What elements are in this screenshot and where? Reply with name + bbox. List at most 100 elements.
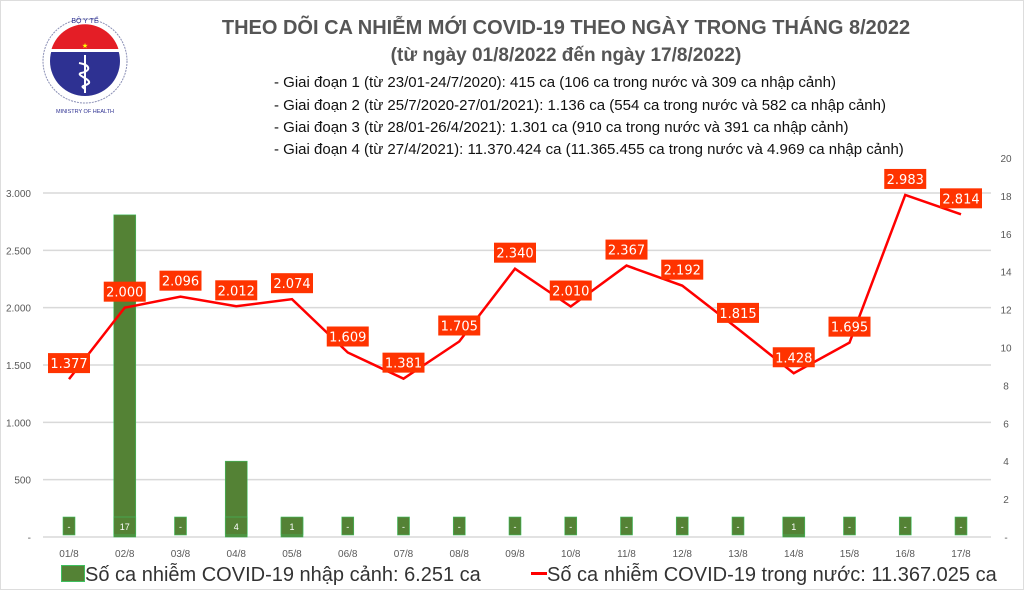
bar-label-box — [508, 516, 522, 536]
line-label: 2.000 — [106, 286, 143, 301]
svg-text:MINISTRY OF HEALTH: MINISTRY OF HEALTH — [56, 109, 114, 115]
x-axis-tick: 17/8 — [951, 549, 971, 560]
right-axis-tick: 4 — [1003, 457, 1009, 468]
line-label: 2.983 — [887, 173, 924, 188]
line-label-box — [605, 239, 648, 260]
bar-label-box — [397, 516, 410, 536]
bar-label: 1 — [791, 522, 796, 532]
left-axis-tick: 500 — [14, 476, 31, 487]
legend-line-label: Số ca nhiễm COVID-19 trong nước: 11.367.… — [547, 564, 997, 586]
x-axis-tick: 16/8 — [896, 549, 916, 560]
legend-bar: Số ca nhiễm COVID-19 nhập cảnh: 6.251 ca — [61, 564, 481, 587]
svg-text:★: ★ — [82, 42, 88, 50]
line-label: 1.428 — [775, 351, 812, 366]
x-axis-tick: 12/8 — [673, 549, 693, 560]
line-label-box — [382, 352, 425, 373]
legend-line: Số ca nhiễm COVID-19 trong nước: 11.367.… — [531, 564, 997, 587]
line-series — [68, 193, 962, 381]
bar-label-box — [174, 516, 187, 536]
x-axis-tick: 11/8 — [617, 549, 636, 560]
right-axis-tick: 12 — [1000, 306, 1012, 317]
line-label-box — [940, 188, 982, 209]
bar-label-box — [564, 516, 578, 536]
bar-label: - — [458, 522, 461, 532]
left-axis-tick: - — [28, 533, 31, 544]
line-label-box — [717, 302, 759, 323]
line-label-box — [549, 280, 592, 301]
x-axis-tick: 05/8 — [282, 549, 302, 560]
right-axis-tick: - — [1004, 533, 1007, 544]
bar-label: - — [68, 522, 71, 532]
line-label-box — [159, 270, 202, 291]
left-axis-tick: 3.000 — [6, 189, 31, 200]
x-axis-tick: 08/8 — [450, 549, 470, 560]
line-label: 1.377 — [50, 357, 87, 372]
right-axis-tick: 14 — [1000, 268, 1012, 279]
x-axis-tick: 09/8 — [505, 549, 525, 560]
right-axis-tick: 10 — [1000, 344, 1012, 355]
right-axis-tick: 8 — [1003, 381, 1009, 392]
bar-label: 4 — [234, 522, 239, 532]
line-label-box — [326, 326, 369, 347]
chart-title: THEO DÕI CA NHIỄM MỚI COVID-19 THEO NGÀY… — [221, 17, 911, 39]
x-axis-tick: 01/8 — [59, 549, 79, 560]
right-axis-tick: 16 — [1000, 230, 1012, 241]
line-label-box — [215, 280, 258, 301]
chart-subtitle: (từ ngày 01/8/2022 đến ngày 17/8/2022) — [390, 45, 742, 66]
left-axis-tick: 1.500 — [6, 361, 31, 372]
ministry-logo: ★ BỘ Y TẾ MINISTRY OF HEALTH — [42, 15, 128, 115]
bar-label-box — [224, 516, 248, 536]
bar-label-box — [675, 516, 689, 536]
line-label: 1.695 — [831, 321, 868, 336]
bar-label-box — [954, 516, 968, 536]
bar-label: - — [402, 522, 405, 532]
left-axis-tick: 2.000 — [6, 304, 31, 315]
left-axis-tick: 1.000 — [6, 418, 31, 429]
bar-label: - — [848, 522, 851, 532]
line-label: 2.096 — [162, 275, 199, 290]
bar-label: 17 — [120, 522, 130, 532]
legend-bar-swatch — [61, 565, 85, 582]
line-label-box — [828, 316, 871, 337]
line-label: 2.192 — [664, 264, 701, 279]
x-axis-tick: 02/8 — [115, 549, 135, 560]
bar-label-box — [280, 516, 304, 536]
x-axis-tick: 14/8 — [784, 549, 804, 560]
line-label: 2.814 — [942, 192, 979, 207]
bar-label-box — [620, 516, 633, 536]
line-label-box — [661, 259, 704, 280]
line-label-box — [772, 347, 815, 368]
right-axis-tick: 20 — [1000, 154, 1012, 165]
phase-line-1: - Giai đoạn 1 (từ 23/01-24/7/2020): 415 … — [274, 74, 836, 91]
bar-label: - — [625, 522, 628, 532]
bar-label-box — [843, 516, 856, 536]
line-label: 2.340 — [496, 247, 533, 262]
line-label: 2.074 — [273, 277, 310, 292]
bar-label: - — [179, 522, 182, 532]
bar-label-box — [113, 516, 137, 536]
bar-label-box — [62, 516, 76, 536]
bar — [113, 214, 137, 538]
right-axis-tick: 2 — [1003, 495, 1009, 506]
bar-label: - — [904, 522, 907, 532]
x-axis-tick: 03/8 — [171, 549, 191, 560]
bar-label: - — [514, 522, 517, 532]
line-label: 1.815 — [719, 307, 756, 322]
line-label: 1.609 — [329, 331, 366, 346]
bar-label: - — [681, 522, 684, 532]
bar-label-box — [452, 516, 466, 536]
x-axis-tick: 06/8 — [338, 549, 358, 560]
x-axis-tick: 04/8 — [227, 549, 247, 560]
svg-text:BỘ Y TẾ: BỘ Y TẾ — [71, 15, 99, 25]
x-axis-tick: 10/8 — [561, 549, 581, 560]
line-label: 2.010 — [552, 285, 589, 300]
line-label: 2.012 — [218, 284, 255, 299]
line-label-box — [884, 168, 927, 189]
phase-line-3: - Giai đoạn 3 (từ 28/01-26/4/2021): 1.30… — [274, 119, 849, 136]
line-label-box — [271, 273, 313, 294]
right-axis-tick: 6 — [1003, 419, 1009, 430]
bar-label: - — [569, 522, 572, 532]
line-label-box — [48, 353, 90, 374]
line-label: 1.705 — [441, 319, 478, 334]
bar-label-box — [782, 516, 806, 536]
